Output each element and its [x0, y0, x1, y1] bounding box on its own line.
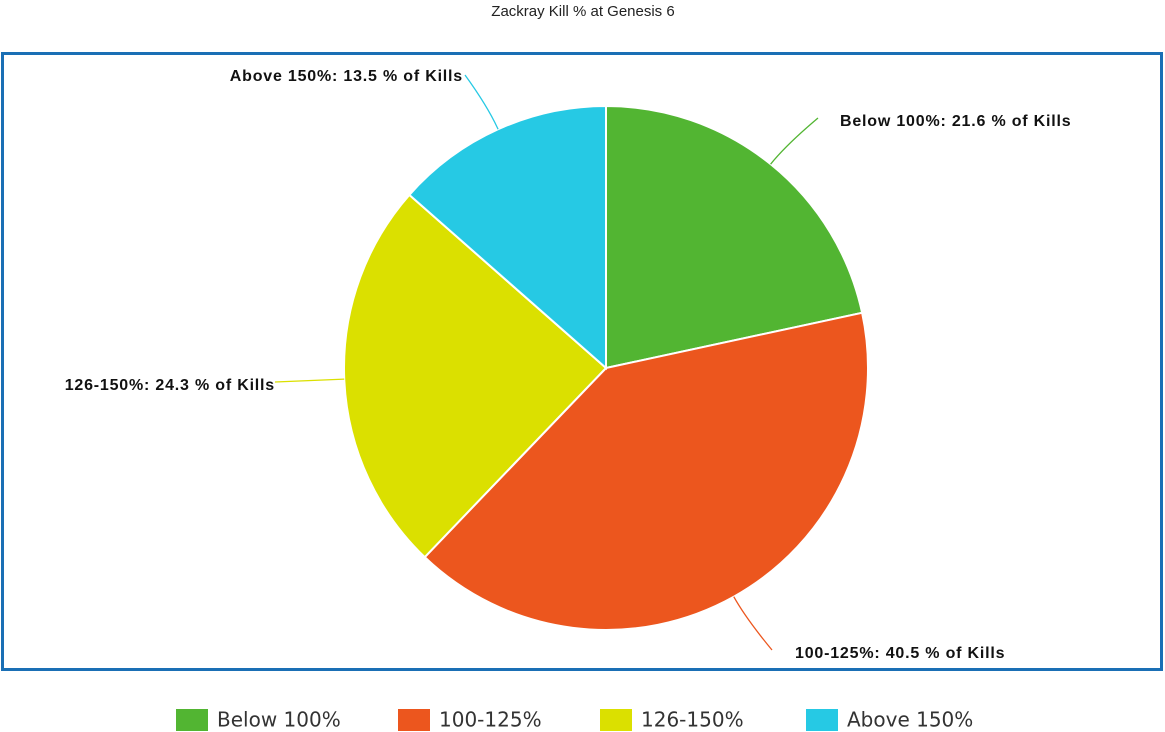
legend-label: Below 100%: [217, 708, 341, 732]
legend-swatch: [806, 709, 838, 731]
pie-slice: [423, 311, 869, 631]
pie-slice: [605, 104, 864, 370]
legend-swatch: [176, 709, 208, 731]
leader-line: [733, 596, 773, 651]
data-label: 126-150%: 24.3 % of Kills: [65, 377, 275, 394]
leader-line: [274, 378, 345, 383]
legend-swatch: [600, 709, 632, 731]
plot-frame: [1, 52, 1163, 671]
chart-title: Zackray Kill % at Genesis 6: [491, 3, 674, 20]
data-label: Below 100%: 21.6 % of Kills: [840, 113, 1071, 130]
data-label: 100-125%: 40.5 % of Kills: [795, 645, 1005, 662]
legend-label: 100-125%: [439, 708, 542, 732]
legend-swatch: [398, 709, 430, 731]
legend-label: 126-150%: [641, 708, 744, 732]
pie-slice: [407, 104, 607, 371]
legend-label: Above 150%: [847, 708, 973, 732]
data-label: Above 150%: 13.5 % of Kills: [230, 68, 463, 85]
leader-line: [464, 74, 499, 130]
leader-line: [770, 117, 819, 165]
